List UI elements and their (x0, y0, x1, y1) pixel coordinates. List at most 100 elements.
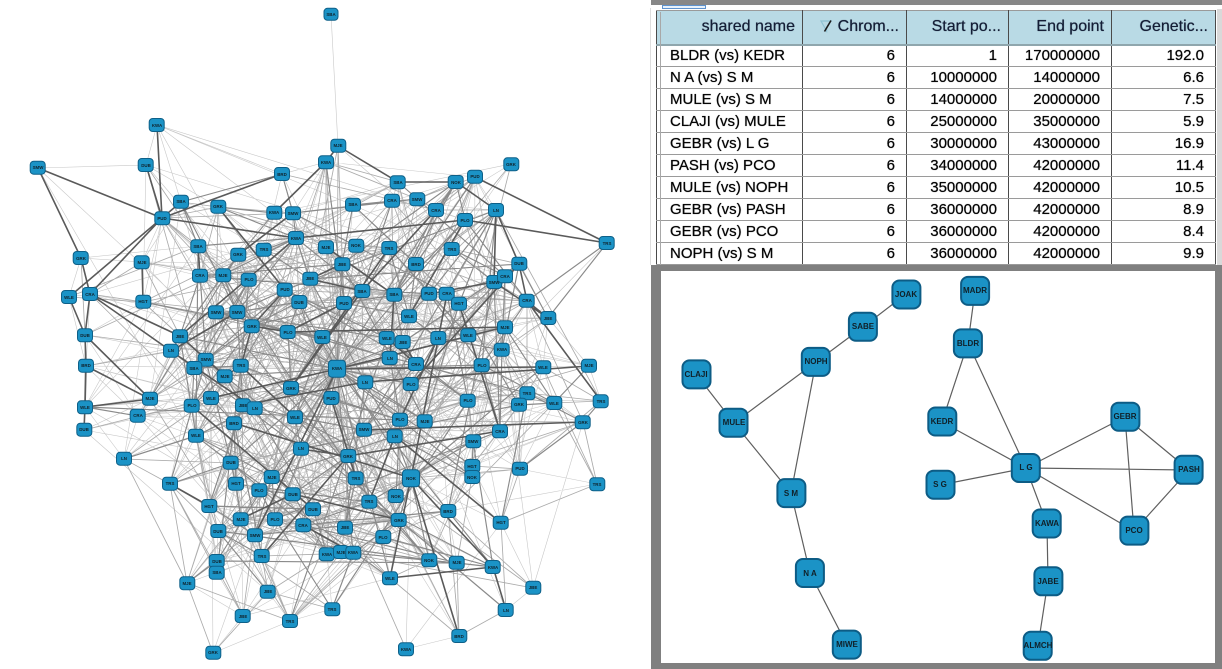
svg-text:CRA: CRA (195, 273, 205, 278)
svg-text:MJE: MJE (220, 374, 229, 379)
svg-text:CRA: CRA (500, 274, 510, 279)
svg-text:TRS: TRS (448, 247, 457, 252)
svg-text:WLE: WLE (549, 401, 559, 406)
svg-text:PLO: PLO (477, 363, 487, 368)
svg-text:PLO: PLO (244, 277, 254, 282)
svg-text:GRK: GRK (394, 518, 405, 523)
svg-text:JBE: JBE (341, 525, 350, 530)
svg-text:PLO: PLO (270, 517, 280, 522)
svg-text:WLE: WLE (382, 336, 392, 341)
svg-text:MJE: MJE (500, 325, 509, 330)
svg-text:WLE: WLE (64, 295, 74, 300)
svg-text:PASH: PASH (1178, 465, 1200, 474)
svg-text:DUB: DUB (213, 529, 223, 534)
svg-text:SMW: SMW (33, 165, 45, 170)
svg-text:WLE: WLE (385, 576, 395, 581)
svg-text:JOAK: JOAK (895, 290, 917, 299)
svg-text:TRS: TRS (603, 241, 612, 246)
svg-text:CRA: CRA (495, 429, 505, 434)
svg-text:TRS: TRS (166, 481, 175, 486)
svg-text:LN: LN (392, 434, 398, 439)
svg-text:KWA: KWA (488, 565, 499, 570)
svg-text:LN: LN (168, 348, 174, 353)
svg-text:BRD: BRD (81, 363, 91, 368)
svg-text:NOK: NOK (424, 558, 435, 563)
svg-text:MJE: MJE (420, 419, 429, 424)
svg-text:CRA: CRA (298, 523, 308, 528)
svg-text:L G: L G (1019, 463, 1032, 472)
svg-text:JBE: JBE (338, 262, 347, 267)
svg-text:DUB: DUB (294, 300, 304, 305)
svg-text:SMW: SMW (288, 211, 300, 216)
svg-text:WLE: WLE (404, 314, 414, 319)
svg-text:MJE: MJE (137, 260, 146, 265)
svg-text:BRD: BRD (411, 262, 421, 267)
svg-text:GRK: GRK (514, 402, 525, 407)
svg-text:SMW: SMW (250, 533, 262, 538)
svg-text:WLE: WLE (290, 415, 300, 420)
svg-text:SMW: SMW (359, 427, 371, 432)
svg-text:PCO: PCO (1125, 526, 1142, 535)
svg-text:NOK: NOK (351, 243, 362, 248)
svg-text:SBA: SBA (348, 202, 358, 207)
svg-text:WLE: WLE (463, 333, 473, 338)
svg-text:LN: LN (252, 406, 258, 411)
svg-text:GRK: GRK (233, 252, 244, 257)
svg-text:GRK: GRK (343, 454, 354, 459)
svg-text:DUB: DUB (141, 163, 151, 168)
svg-text:MJE: MJE (452, 560, 461, 565)
svg-text:SMW: SMW (489, 280, 501, 285)
svg-text:N A: N A (803, 569, 817, 578)
svg-text:BLDR: BLDR (957, 339, 979, 348)
svg-text:MJE: MJE (182, 581, 191, 586)
svg-text:SBA: SBA (326, 12, 336, 17)
svg-text:LN: LN (121, 456, 127, 461)
svg-text:MJE: MJE (336, 550, 345, 555)
svg-text:SMW: SMW (201, 357, 213, 362)
svg-text:DUB: DUB (226, 460, 236, 465)
svg-text:SBA: SBA (176, 199, 186, 204)
svg-text:PLO: PLO (460, 218, 470, 223)
svg-text:TRS: TRS (593, 482, 602, 487)
svg-text:DUB: DUB (288, 492, 298, 497)
svg-text:WLE: WLE (538, 365, 548, 370)
svg-text:CRA: CRA (522, 298, 532, 303)
svg-text:JBE: JBE (239, 403, 248, 408)
svg-text:PLO: PLO (463, 398, 473, 403)
svg-text:GEBR: GEBR (1113, 412, 1136, 421)
svg-text:SBA: SBA (389, 292, 399, 297)
svg-text:S M: S M (784, 489, 799, 498)
svg-text:PUD: PUD (157, 216, 166, 221)
svg-text:NOK: NOK (391, 494, 402, 499)
svg-text:NOK: NOK (467, 475, 478, 480)
svg-text:SBA: SBA (357, 289, 367, 294)
svg-text:JABE: JABE (1037, 577, 1059, 586)
svg-text:BRD: BRD (443, 509, 453, 514)
svg-text:CRA: CRA (442, 291, 452, 296)
svg-text:PUD: PUD (470, 174, 479, 179)
svg-text:SABE: SABE (852, 322, 875, 331)
svg-text:GRK: GRK (76, 256, 87, 261)
svg-text:WLE: WLE (206, 396, 216, 401)
svg-text:SMW: SMW (412, 197, 424, 202)
svg-text:KWA: KWA (321, 160, 332, 165)
svg-text:GRK: GRK (578, 420, 589, 425)
svg-text:HGT: HGT (454, 301, 464, 306)
svg-text:TRS: TRS (260, 247, 269, 252)
svg-text:WLE: WLE (191, 433, 201, 438)
svg-text:TRS: TRS (328, 607, 337, 612)
svg-text:HGT: HGT (204, 504, 214, 509)
svg-text:KWA: KWA (348, 550, 359, 555)
svg-text:KWA: KWA (497, 347, 508, 352)
svg-text:JBE: JBE (176, 334, 185, 339)
svg-text:DUB: DUB (79, 427, 89, 432)
svg-text:CRA: CRA (411, 362, 421, 367)
svg-text:PLO: PLO (283, 330, 293, 335)
svg-text:BRD: BRD (277, 172, 287, 177)
svg-text:JBE: JBE (399, 340, 408, 345)
svg-text:ALMCH: ALMCH (1024, 641, 1053, 650)
svg-text:NOK: NOK (406, 476, 417, 481)
svg-text:KWA: KWA (152, 123, 163, 128)
svg-text:KWA: KWA (332, 366, 343, 371)
svg-text:HGT: HGT (467, 464, 477, 469)
